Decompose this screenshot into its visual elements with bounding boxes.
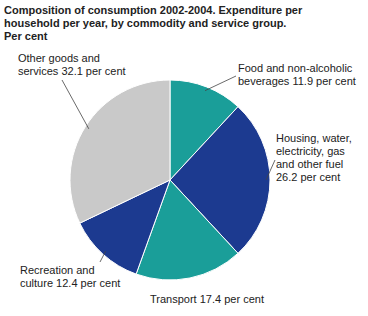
- data-label: Housing, water,electricity, gasand other…: [276, 132, 352, 183]
- chart: Composition of consumption 2002-2004. Ex…: [0, 0, 368, 316]
- title-line: Composition of consumption 2002-2004. Ex…: [4, 4, 303, 16]
- pie: [70, 80, 270, 280]
- data-label-part: services: [18, 65, 59, 77]
- data-label: Food and non-alcoholicbeverages 11.9 per…: [238, 62, 356, 87]
- data-label-line: Recreation and: [20, 264, 95, 276]
- leader-line: [266, 160, 275, 180]
- data-label-part: 17.4 per cent: [197, 293, 264, 305]
- data-label-part: beverages: [238, 75, 290, 87]
- data-label-line: and other fuel: [276, 158, 343, 170]
- data-label: Transport 17.4 per cent: [150, 293, 264, 305]
- data-label-line: electricity, gas: [276, 145, 345, 157]
- data-label-part: 12.4 per cent: [53, 277, 120, 289]
- data-label-line: 26.2 per cent: [276, 171, 340, 183]
- pie-slice: [70, 80, 170, 223]
- title-line: household per year, by commodity and ser…: [4, 17, 286, 29]
- data-label-part: Recreation and: [20, 264, 95, 276]
- data-label-line: Other goods and: [18, 52, 100, 64]
- leader-line: [205, 76, 236, 91]
- data-label-part: Housing, water,: [276, 132, 352, 144]
- data-label-part: Other goods and: [18, 52, 100, 64]
- data-label-line: Housing, water,: [276, 132, 352, 144]
- leader-line: [100, 251, 106, 262]
- data-label-line: Transport 17.4 per cent: [150, 293, 264, 305]
- data-label-part: 26.2 per cent: [276, 171, 340, 183]
- data-label-part: Transport: [150, 293, 197, 305]
- data-label-part: electricity, gas: [276, 145, 345, 157]
- data-label: Other goods andservices 32.1 per cent: [18, 52, 126, 77]
- data-label-line: services 32.1 per cent: [18, 65, 126, 77]
- data-label-part: Food and non-alcoholic: [238, 62, 353, 74]
- data-label-line: beverages 11.9 per cent: [238, 75, 356, 87]
- title-line: Per cent: [4, 30, 48, 42]
- data-label-line: Food and non-alcoholic: [238, 62, 353, 74]
- data-label-part: 11.9 per cent: [289, 75, 355, 87]
- data-label-line: culture 12.4 per cent: [20, 277, 120, 289]
- data-label-part: culture: [20, 277, 53, 289]
- data-label-part: and other fuel: [276, 158, 343, 170]
- data-label-part: 32.1 per cent: [58, 65, 125, 77]
- data-label: Recreation andculture 12.4 per cent: [20, 264, 120, 289]
- leader-line: [62, 80, 89, 129]
- title: Composition of consumption 2002-2004. Ex…: [4, 4, 303, 42]
